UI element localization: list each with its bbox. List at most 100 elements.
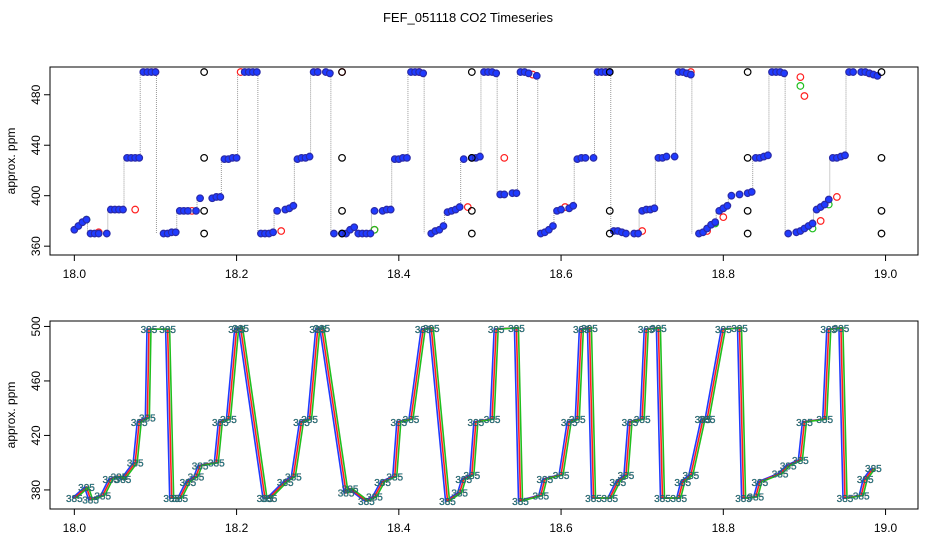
data-point-blue <box>370 206 379 215</box>
data-point-blue <box>305 152 314 161</box>
data-point-blue <box>325 69 334 78</box>
data-point-label: 385 <box>581 324 598 335</box>
data-point-blue <box>808 219 817 228</box>
data-point-blue <box>252 68 261 76</box>
data-point-label: 385 <box>731 324 748 335</box>
data-point-blue <box>849 68 858 76</box>
data-point-blue <box>216 193 225 201</box>
data-point-label: 385 <box>780 461 797 472</box>
data-point-red <box>800 92 809 100</box>
data-point-label: 385 <box>285 472 302 483</box>
data-point-label: 385 <box>374 478 391 489</box>
data-point-label: 385 <box>423 324 440 335</box>
data-point-label: 385 <box>820 325 837 336</box>
data-point-black <box>743 206 752 215</box>
data-point-label: 385 <box>796 418 813 429</box>
data-point-blue <box>350 223 359 232</box>
data-point-label: 385 <box>188 472 205 483</box>
data-point-black <box>338 68 346 76</box>
data-point-label: 385 <box>772 470 789 481</box>
x-tick-label: 18.8 <box>712 521 736 535</box>
data-point-blue <box>232 153 241 162</box>
data-point-blue <box>723 201 732 210</box>
data-point-label: 385 <box>342 485 359 496</box>
data-point-label: 385 <box>180 478 197 489</box>
data-point-label: 385 <box>735 494 752 505</box>
data-point-blue <box>581 153 590 162</box>
data-point-label: 385 <box>131 418 148 429</box>
y-tick-label: 360 <box>29 236 43 256</box>
data-point-black <box>467 68 476 76</box>
data-point-label: 385 <box>390 418 407 429</box>
data-point-blue <box>419 69 428 78</box>
data-point-label: 385 <box>536 475 553 486</box>
data-point-label: 385 <box>257 494 274 505</box>
data-point-label: 385 <box>674 478 691 489</box>
data-point-label: 385 <box>111 472 128 483</box>
data-point-blue <box>824 195 833 204</box>
data-point-blue <box>569 201 578 210</box>
data-point-black <box>467 206 476 215</box>
data-point-black <box>877 153 886 162</box>
data-point-blue <box>670 152 679 161</box>
data-point-label: 385 <box>833 324 850 335</box>
y-tick-label: 420 <box>29 425 43 445</box>
chart-title: FEF_051118 CO2 Timeseries <box>382 10 554 25</box>
y-tick-label: 440 <box>29 135 43 155</box>
data-point-label: 385 <box>358 497 375 508</box>
data-point-label: 385 <box>837 494 854 505</box>
data-point-black <box>467 153 476 162</box>
data-point-label: 385 <box>386 472 403 483</box>
data-point-label: 385 <box>488 325 505 336</box>
data-point-blue <box>289 201 298 210</box>
data-point-label: 385 <box>455 475 472 486</box>
data-point-label: 385 <box>601 494 618 505</box>
data-point-blue <box>151 68 160 76</box>
data-point-label: 385 <box>141 325 158 336</box>
data-point-blue <box>650 204 659 213</box>
data-point-black <box>338 229 346 238</box>
data-point-blue <box>820 200 829 209</box>
x-tick-label: 18.4 <box>387 267 411 281</box>
data-point-label: 385 <box>366 493 383 504</box>
data-point-red <box>131 205 140 214</box>
data-point-blue <box>330 229 338 238</box>
data-point-label: 385 <box>415 325 432 336</box>
data-point-blue <box>366 229 375 238</box>
data-point-blue <box>764 151 772 160</box>
data-point-label: 385 <box>78 483 95 494</box>
x-tick-label: 18.2 <box>225 521 249 535</box>
data-point-blue <box>459 155 468 164</box>
data-point-label: 385 <box>468 418 485 429</box>
data-point-label: 385 <box>715 325 732 336</box>
y-tick-label: 400 <box>29 185 43 205</box>
data-point-red <box>500 153 509 162</box>
data-point-black <box>605 68 614 76</box>
data-point-blue <box>711 218 720 227</box>
data-point-green <box>796 82 805 90</box>
data-point-label: 385 <box>634 415 651 426</box>
data-point-label: 385 <box>301 415 318 426</box>
data-point-black <box>338 206 346 215</box>
data-point-blue <box>780 69 789 78</box>
x-tick-label: 18.4 <box>387 521 411 535</box>
data-point-red <box>832 193 841 201</box>
data-point-label: 385 <box>220 415 237 426</box>
data-point-blue <box>119 205 127 214</box>
data-point-label: 385 <box>585 494 602 505</box>
data-point-black <box>338 153 346 162</box>
data-point-blue <box>662 152 671 161</box>
data-point-blue <box>403 153 411 162</box>
data-point-black <box>877 68 886 76</box>
data-point-blue <box>455 203 464 211</box>
data-point-label: 385 <box>618 471 635 482</box>
series-line <box>75 326 877 503</box>
data-point-label: 385 <box>484 415 501 426</box>
data-point-blue <box>634 229 643 238</box>
data-point-blue <box>192 206 200 215</box>
data-point-black <box>200 153 209 162</box>
data-point-blue <box>549 222 557 230</box>
data-point-red <box>796 73 805 81</box>
y-axis-title: approx. ppm <box>4 128 18 195</box>
